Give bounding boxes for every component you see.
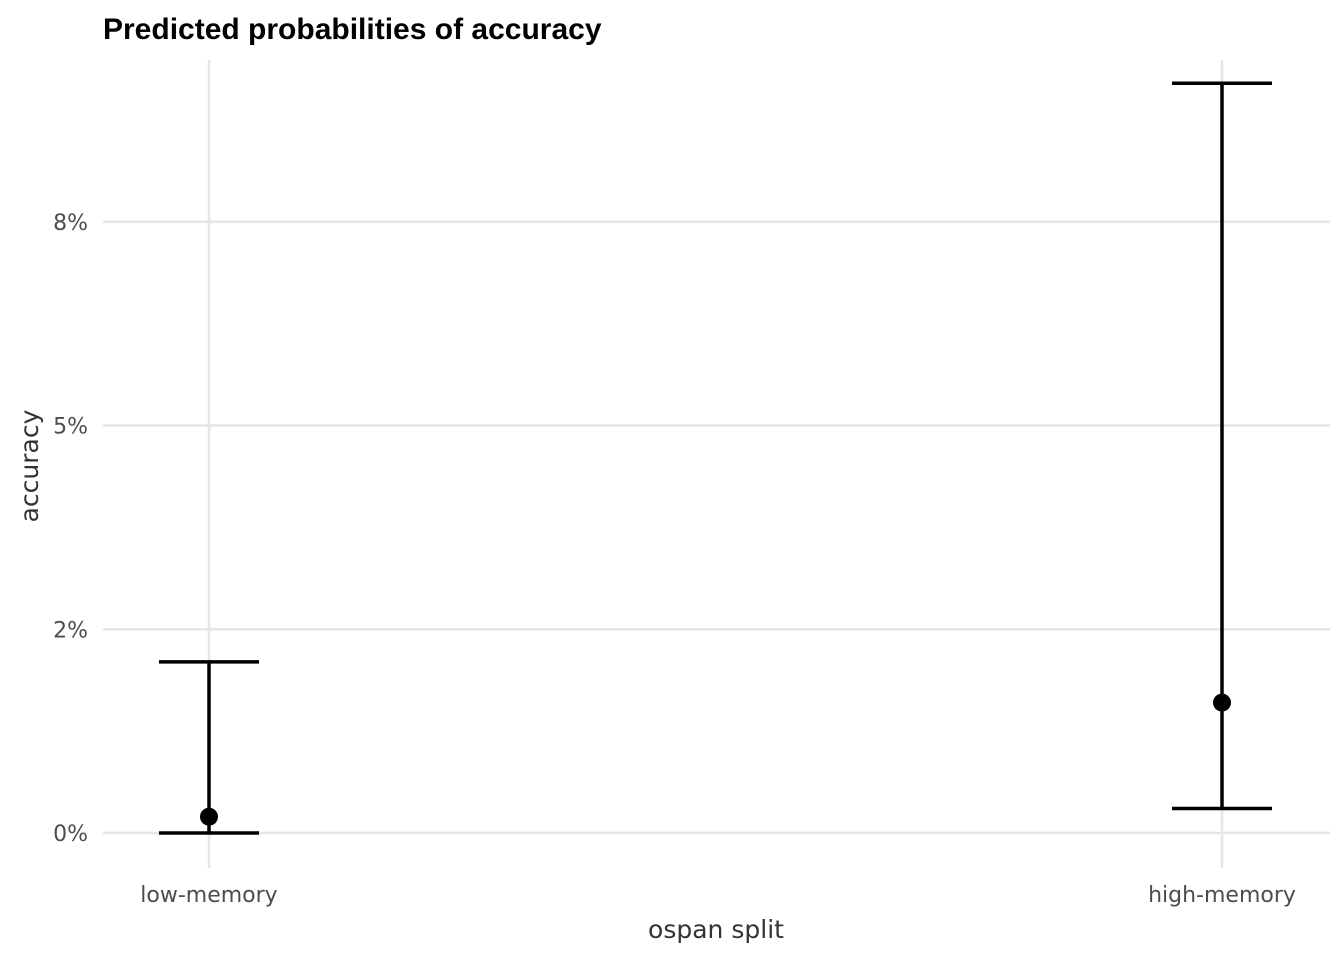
y-tick-label: 5% xyxy=(53,415,88,440)
estimate-point xyxy=(1213,693,1231,712)
y-tick-labels: 0% 2% 5% 8% xyxy=(53,211,88,847)
y-tick-label: 8% xyxy=(53,211,88,236)
chart-title: Predicted probabilities of accuracy xyxy=(103,13,602,46)
y-tick-label: 0% xyxy=(53,822,88,847)
x-tick-label: low-memory xyxy=(140,883,277,908)
x-axis-title: ospan split xyxy=(648,915,784,944)
estimate-point xyxy=(200,807,218,826)
x-tick-labels: low-memory high-memory xyxy=(140,883,1296,908)
y-gridlines xyxy=(103,220,1330,835)
y-axis-title: accuracy xyxy=(15,409,44,522)
y-tick-label: 2% xyxy=(53,618,88,643)
error-bar-high-memory xyxy=(1172,81,1272,811)
error-bars xyxy=(159,81,1272,835)
error-bar-low-memory xyxy=(159,660,259,835)
x-gridlines xyxy=(207,60,1224,868)
x-tick-label: high-memory xyxy=(1148,883,1296,908)
